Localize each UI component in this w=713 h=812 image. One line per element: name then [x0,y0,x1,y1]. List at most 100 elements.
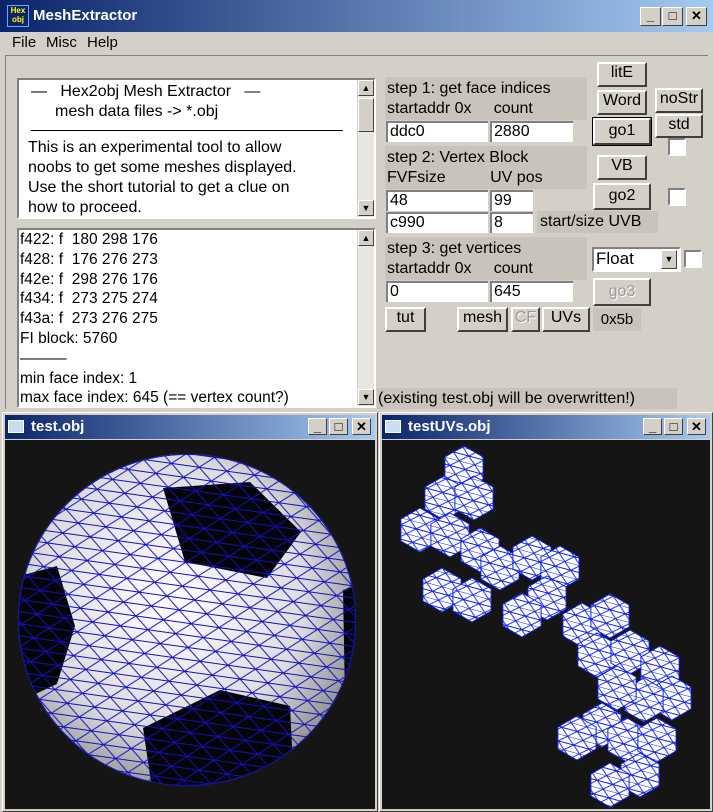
step3-label: step 3: get vertices startaddr 0x count [385,237,587,280]
ball [18,454,356,786]
step-title: step 1: get face indices [387,80,551,97]
maximize-button[interactable]: □ [664,418,683,435]
log-line: f422: f 180 298 176 [20,231,158,248]
status-label: 0x5b [593,308,641,331]
close-button[interactable]: ✕ [352,418,371,435]
scrollbar[interactable]: ▲ ▼ [357,80,374,217]
uv-patch [454,475,494,521]
text-input[interactable]: 48 [386,190,488,211]
view-title: testUVs.obj [408,418,491,435]
menu-item[interactable]: Misc [46,34,77,51]
log-line: min face index: 1 [20,369,138,387]
field-labels: startaddr 0x count [387,100,533,117]
scrollbar[interactable]: ▲ ▼ [357,230,374,406]
uv-patch [637,717,677,763]
icon-text: obj [12,15,24,24]
button[interactable]: std [655,114,703,138]
uv-patch [620,752,660,798]
step-title: step 3: get vertices [387,240,522,257]
icon-text: Hex [10,6,26,15]
checkbox[interactable] [668,188,686,206]
step2-label: step 2: Vertex Block FVFsize UV pos [385,146,587,189]
log-line: f43a: f 273 276 275 [20,310,158,328]
text-input[interactable]: 645 [490,281,573,302]
info-heading: mesh data files -> *.obj [55,103,219,120]
text-input[interactable]: 8 [490,212,533,233]
button[interactable]: tut [385,307,426,332]
field-labels: startaddr 0x count [387,260,533,277]
mesh-view [5,440,375,809]
view-icon [385,420,401,433]
uv-patch [597,665,637,711]
maximize-button[interactable]: □ [662,7,683,26]
log-lines: f422: f 180 298 176 f428: f 176 276 273 f4… [20,230,289,407]
button-disabled[interactable]: CF [511,307,540,332]
menu-item[interactable]: File [12,34,37,51]
step1-label: step 1: get face indices startaddr 0x cou… [385,77,587,120]
log-line: f428: f 176 276 273 [20,250,158,268]
field-labels: FVFsize UV pos [387,169,543,186]
button[interactable]: mesh [457,307,508,332]
scroll-down[interactable]: ▼ [358,389,374,405]
warning-note: (existing test.obj will be overwritten!) [377,388,677,409]
minimize-button[interactable]: _ [640,7,661,26]
close-button[interactable]: ✕ [687,418,706,435]
checkbox[interactable] [684,250,702,268]
info-line: This is an experimental tool to allow [28,139,282,156]
scroll-thumb[interactable] [358,98,374,132]
text-input[interactable]: 0 [386,281,488,302]
step-title: step 2: Vertex Block [387,149,529,166]
text-input[interactable]: 99 [490,190,533,211]
minimize-button[interactable]: _ [308,418,327,435]
menu-item[interactable]: Help [87,34,118,51]
info-heading: — Hex2obj Mesh Extractor — [31,83,261,100]
info-line: how to proceed. [28,199,142,216]
text-input[interactable]: 2880 [490,121,573,142]
scroll-down[interactable]: ▼ [358,200,374,216]
uv-view [382,440,710,809]
minimize-button[interactable]: _ [643,418,662,435]
window-title: MeshExtractor [33,7,138,24]
uv-layout [400,445,692,808]
view-title-bar: test.obj _ □ ✕ [5,415,375,439]
uv-patch [422,567,462,613]
uv-patch [452,577,492,623]
log-line: f434: f 273 275 274 [20,290,158,308]
log-line: ——— [20,349,67,367]
separator [31,130,343,131]
uv-patch [590,593,630,639]
button[interactable]: VB [597,155,647,180]
button[interactable]: UVs [542,307,590,332]
dropdown-arrow[interactable]: ▼ [661,250,677,269]
dropdown[interactable]: Float ▼ [592,247,681,272]
button[interactable]: Word [597,90,647,115]
uv-patch [502,592,542,638]
info-line: Use the short tutorial to get a clue on [28,179,290,196]
uvb-label: start/size UVB [537,211,658,233]
button[interactable]: go2 [593,183,651,210]
info-box: — Hex2obj Mesh Extractor — mesh data fil… [17,78,376,219]
button-disabled[interactable]: go3 [593,278,651,306]
checkbox[interactable] [668,138,686,156]
view-icon [8,420,24,433]
button[interactable]: go1 [592,117,652,146]
uv-patch [557,715,597,761]
view-title: test.obj [31,418,85,435]
client-area [5,55,708,409]
uv-patch [430,512,470,558]
scroll-up[interactable]: ▲ [358,80,374,96]
close-button[interactable]: ✕ [686,7,707,26]
log-line: max face index: 645 (== vertex count?) [20,389,289,407]
log-line: FI block: 5760 [20,329,118,347]
button[interactable]: noStr [655,88,703,113]
scroll-up[interactable]: ▲ [358,230,374,246]
view-window: test.obj _ □ ✕ [2,412,378,812]
title-bar: Hex obj MeshExtractor _ □ ✕ [0,0,713,32]
log-line: f42e: f 298 276 176 [20,270,158,288]
button[interactable]: litE [597,62,647,87]
text-input[interactable]: ddc0 [386,121,488,142]
text-input[interactable]: c990 [386,212,488,233]
log-box: f422: f 180 298 176 f428: f 176 276 273 f4… [17,228,376,408]
maximize-button[interactable]: □ [329,418,348,435]
